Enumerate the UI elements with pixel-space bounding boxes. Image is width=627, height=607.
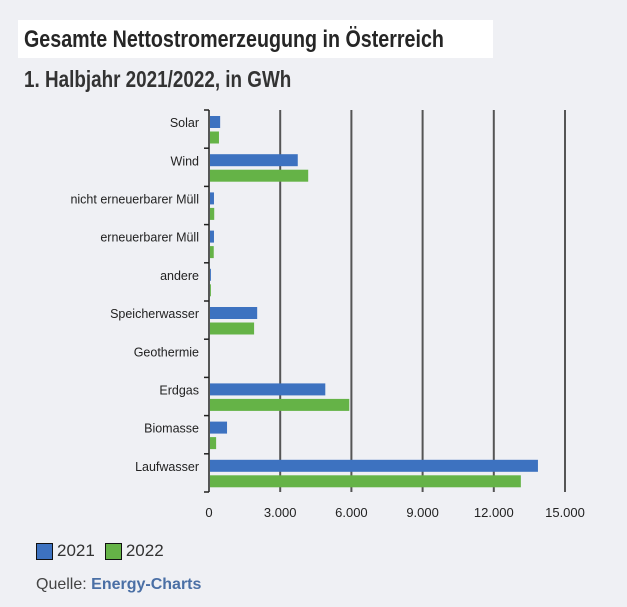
bar-2022 xyxy=(210,322,255,335)
bar-2021 xyxy=(210,154,298,167)
bar-2022 xyxy=(210,398,350,411)
legend: 2021 2022 xyxy=(36,541,174,561)
source: Quelle: Energy-Charts xyxy=(36,576,201,594)
chart-subtitle: 1. Halbjahr 2021/2022, in GWh xyxy=(24,66,292,92)
x-tick-label: 3.000 xyxy=(264,505,297,520)
bar-2021 xyxy=(210,421,228,434)
legend-label: 2021 xyxy=(57,541,95,560)
legend-swatch-2021 xyxy=(36,542,53,560)
bar-2022 xyxy=(210,207,215,220)
x-tick-label: 12.000 xyxy=(474,505,514,520)
category-label: nicht erneuerbarer Müll xyxy=(70,193,199,207)
bar-2022 xyxy=(210,169,309,182)
legend-item-2021: 2021 xyxy=(36,541,95,561)
category-label: Erdgas xyxy=(159,384,199,398)
bar-2022 xyxy=(210,437,217,450)
chart-title: Gesamte Nettostromerzeugung in Österreic… xyxy=(24,26,444,53)
bar-2022 xyxy=(210,475,521,488)
category-label: Solar xyxy=(170,116,199,130)
bar-2021 xyxy=(210,383,326,396)
category-label: Speicherwasser xyxy=(110,307,199,321)
bar-2022 xyxy=(210,284,211,297)
category-label: Biomasse xyxy=(144,422,199,436)
x-tick-label: 9.000 xyxy=(406,505,439,520)
bar-2022 xyxy=(210,131,219,144)
bar-chart: 0 3.000 6.000 9.000 12.000 15.000 Solar Wind nic… xyxy=(70,109,585,520)
bar-2021 xyxy=(210,268,211,281)
title-box: Gesamte Nettostromerzeugung in Österreic… xyxy=(18,20,493,58)
x-tick-label: 6.000 xyxy=(335,505,368,520)
bar-2021 xyxy=(210,459,538,472)
legend-item-2022: 2022 xyxy=(104,541,164,561)
legend-swatch-2022 xyxy=(104,542,122,560)
bar-2022 xyxy=(210,246,214,259)
x-tick-label: 0 xyxy=(205,505,212,520)
category-label: erneuerbarer Müll xyxy=(100,231,199,245)
category-label: Geothermie xyxy=(134,345,199,359)
category-label: andere xyxy=(160,269,199,283)
bar-2021 xyxy=(210,116,221,128)
x-tick-label: 15.000 xyxy=(545,505,585,520)
category-label: Wind xyxy=(171,154,200,168)
bar-2021 xyxy=(210,192,214,205)
legend-label: 2022 xyxy=(125,541,164,560)
bar-2021 xyxy=(210,307,258,319)
bar-2021 xyxy=(210,230,214,243)
source-label: Quelle: xyxy=(36,576,87,593)
source-link[interactable]: Energy-Charts xyxy=(91,576,202,593)
category-label: Laufwasser xyxy=(135,460,199,474)
